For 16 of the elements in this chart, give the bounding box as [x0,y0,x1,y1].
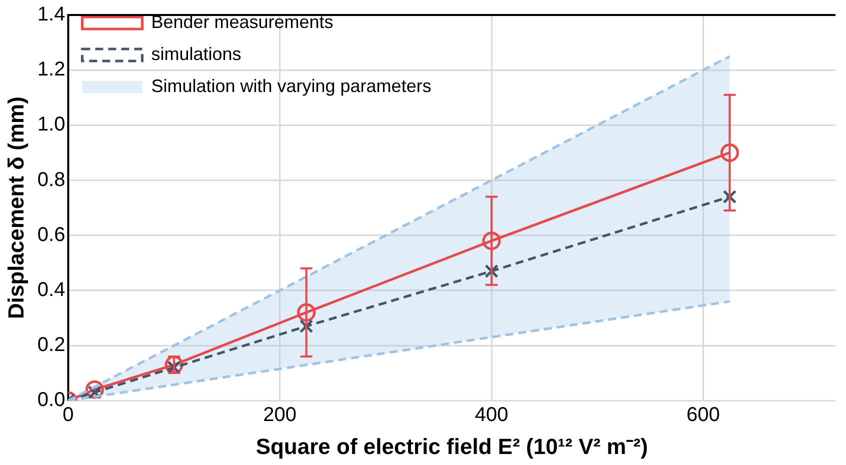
x-tick-label: 600 [686,404,720,426]
y-tick-label: 0.8 [37,168,66,191]
y-tick-label: 0.2 [37,334,66,356]
y-tick-label: 0.4 [37,278,66,301]
legend-label: Simulation with varying parameters [151,76,432,96]
y-tick-label: 0.6 [37,224,66,246]
x-tick-label: 200 [263,404,297,426]
legend-label: simulations [151,44,242,64]
y-tick-label: 1.2 [37,58,66,81]
x-tick-label: 400 [474,404,508,426]
x-tick-label: 0 [62,404,74,426]
y-tick-label: 1.0 [37,114,66,136]
legend-label: Bender measurements [151,12,334,32]
x-axis-title: Square of electric field E² (10¹² V² m⁻²) [256,434,648,459]
y-tick-label: 1.4 [37,4,66,26]
y-axis-title: Displacement δ (mm) [3,96,28,320]
